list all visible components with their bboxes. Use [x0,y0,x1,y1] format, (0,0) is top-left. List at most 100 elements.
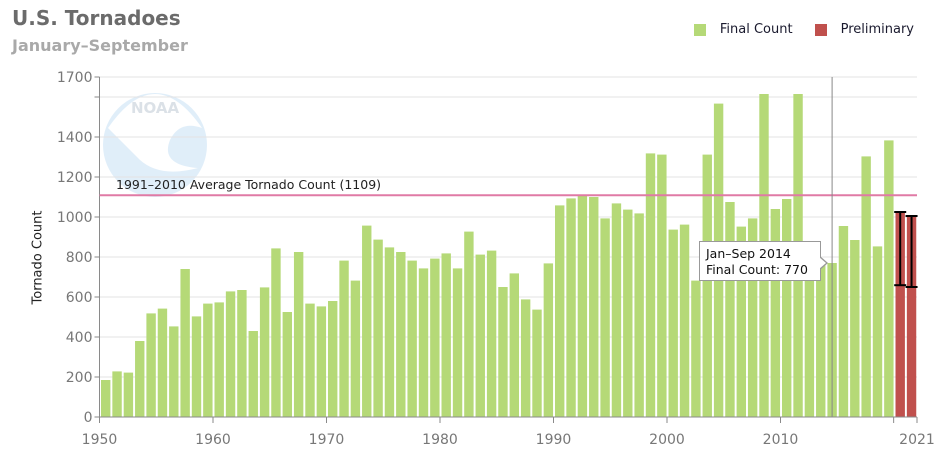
noaa-logo-icon: NOAA [103,93,207,197]
bar-final-1973[interactable] [362,225,372,417]
bar-final-2015[interactable] [838,226,849,417]
x-tick-label: 1960 [195,432,231,448]
x-tick-label: 1950 [82,432,118,448]
y-tick-label: 400 [66,330,93,346]
chart-title: U.S. Tornadoes [12,6,181,30]
bar-final-1957[interactable] [180,269,190,417]
final-count-swatch-icon [693,23,706,36]
bar-final-1959[interactable] [203,303,213,417]
x-tick-label: 1970 [309,432,345,448]
legend-label: Preliminary [840,22,914,37]
bar-final-1963[interactable] [248,331,258,417]
bar-final-1991[interactable] [566,198,576,417]
y-tick-label: 1400 [57,130,93,146]
bar-final-1982[interactable] [464,231,474,417]
tooltip-line-1: Jan–Sep 2014 [706,246,791,261]
bar-final-1983[interactable] [475,254,485,417]
bar-final-1981[interactable] [452,268,463,417]
average-line-label: 1991–2010 Average Tornado Count (1109) [116,177,381,192]
bar-final-2009[interactable] [770,209,781,417]
bar-final-1992[interactable] [577,195,588,417]
bar-final-2006[interactable] [736,226,746,417]
bar-final-1987[interactable] [520,299,531,417]
tooltip: Jan–Sep 2014 Final Count: 770 [699,241,828,281]
bar-final-2005[interactable] [725,202,735,417]
bar-final-1960[interactable] [214,302,224,417]
bar-final-2013[interactable] [816,261,826,417]
bar-final-1954[interactable] [146,313,156,417]
bar-final-1984[interactable] [486,250,497,417]
bar-final-2016[interactable] [850,240,860,417]
bar-final-1976[interactable] [396,252,406,417]
bar-final-1969[interactable] [316,306,327,417]
bar-final-1986[interactable] [509,273,519,417]
bar-final-1972[interactable] [350,280,361,417]
bar-final-1989[interactable] [543,263,554,417]
x-tick-label: 2010 [763,432,799,448]
bar-final-1967[interactable] [293,252,304,417]
bar-final-1970[interactable] [328,301,338,417]
bar-final-1961[interactable] [225,291,236,417]
bar-final-2002[interactable] [691,280,701,417]
bar-final-2000[interactable] [668,229,678,417]
bar-final-1950[interactable] [101,380,111,417]
legend-item-preliminary[interactable]: Preliminary [814,22,914,37]
bar-final-1952[interactable] [123,372,134,417]
bar-final-2018[interactable] [872,246,883,417]
bar-final-1977[interactable] [407,260,417,417]
bar-final-1964[interactable] [259,287,270,417]
y-tick-label: 1700 [57,70,93,86]
bar-final-2012[interactable] [804,257,815,417]
bar-preliminary-2021[interactable] [906,216,917,417]
bar-final-1956[interactable] [169,326,179,417]
bar-final-1953[interactable] [135,341,145,417]
bar-final-1990[interactable] [555,205,565,417]
x-tick-label: 1990 [536,432,572,448]
bar-preliminary-2020[interactable] [895,212,905,417]
bar-final-1971[interactable] [339,260,349,417]
y-tick-label: 1000 [57,210,93,226]
bar-final-1993[interactable] [589,197,599,417]
x-tick-label: 1980 [422,432,458,448]
bar-final-2019[interactable] [884,140,894,417]
bar-final-1995[interactable] [611,203,622,417]
y-tick-label: 600 [66,290,93,306]
bar-final-1966[interactable] [282,312,292,417]
y-tick-label: 1200 [57,170,93,186]
y-tick-label: 0 [84,410,93,426]
bar-final-1994[interactable] [600,218,610,417]
bar-final-1998[interactable] [645,153,656,417]
chart-subtitle: January–September [12,36,188,55]
bar-final-1985[interactable] [498,287,508,417]
bar-final-2007[interactable] [747,218,758,417]
y-tick-label: 800 [66,250,93,266]
bar-final-2003[interactable] [702,154,712,417]
bar-final-2001[interactable] [679,224,690,417]
bar-final-2010[interactable] [782,199,792,417]
bar-final-2017[interactable] [861,156,871,417]
y-tick-label: 200 [66,370,93,386]
x-tick-label: 2000 [649,432,685,448]
bar-final-1958[interactable] [191,316,202,417]
x-tick-label: 2021 [899,432,935,448]
bar-final-1968[interactable] [305,303,315,417]
bar-final-1975[interactable] [384,247,395,417]
bar-final-1980[interactable] [441,253,451,417]
tooltip-line-2: Final Count: 770 [706,262,808,277]
legend-label: Final Count [719,22,793,37]
bar-final-1988[interactable] [532,309,542,417]
bar-final-1997[interactable] [634,213,644,417]
bar-final-1974[interactable] [373,239,383,417]
bar-final-1955[interactable] [157,308,168,417]
bar-final-1951[interactable] [112,371,122,417]
legend-item-final-count[interactable]: Final Count [693,22,793,37]
bar-final-1999[interactable] [657,154,667,417]
legend: Final Count Preliminary [693,22,914,37]
bar-final-1965[interactable] [271,248,281,417]
bar-final-1962[interactable] [237,290,247,417]
bar-final-1978[interactable] [418,268,429,417]
bar-final-1979[interactable] [430,258,440,417]
preliminary-swatch-icon [814,23,827,36]
bar-final-1996[interactable] [623,209,633,417]
